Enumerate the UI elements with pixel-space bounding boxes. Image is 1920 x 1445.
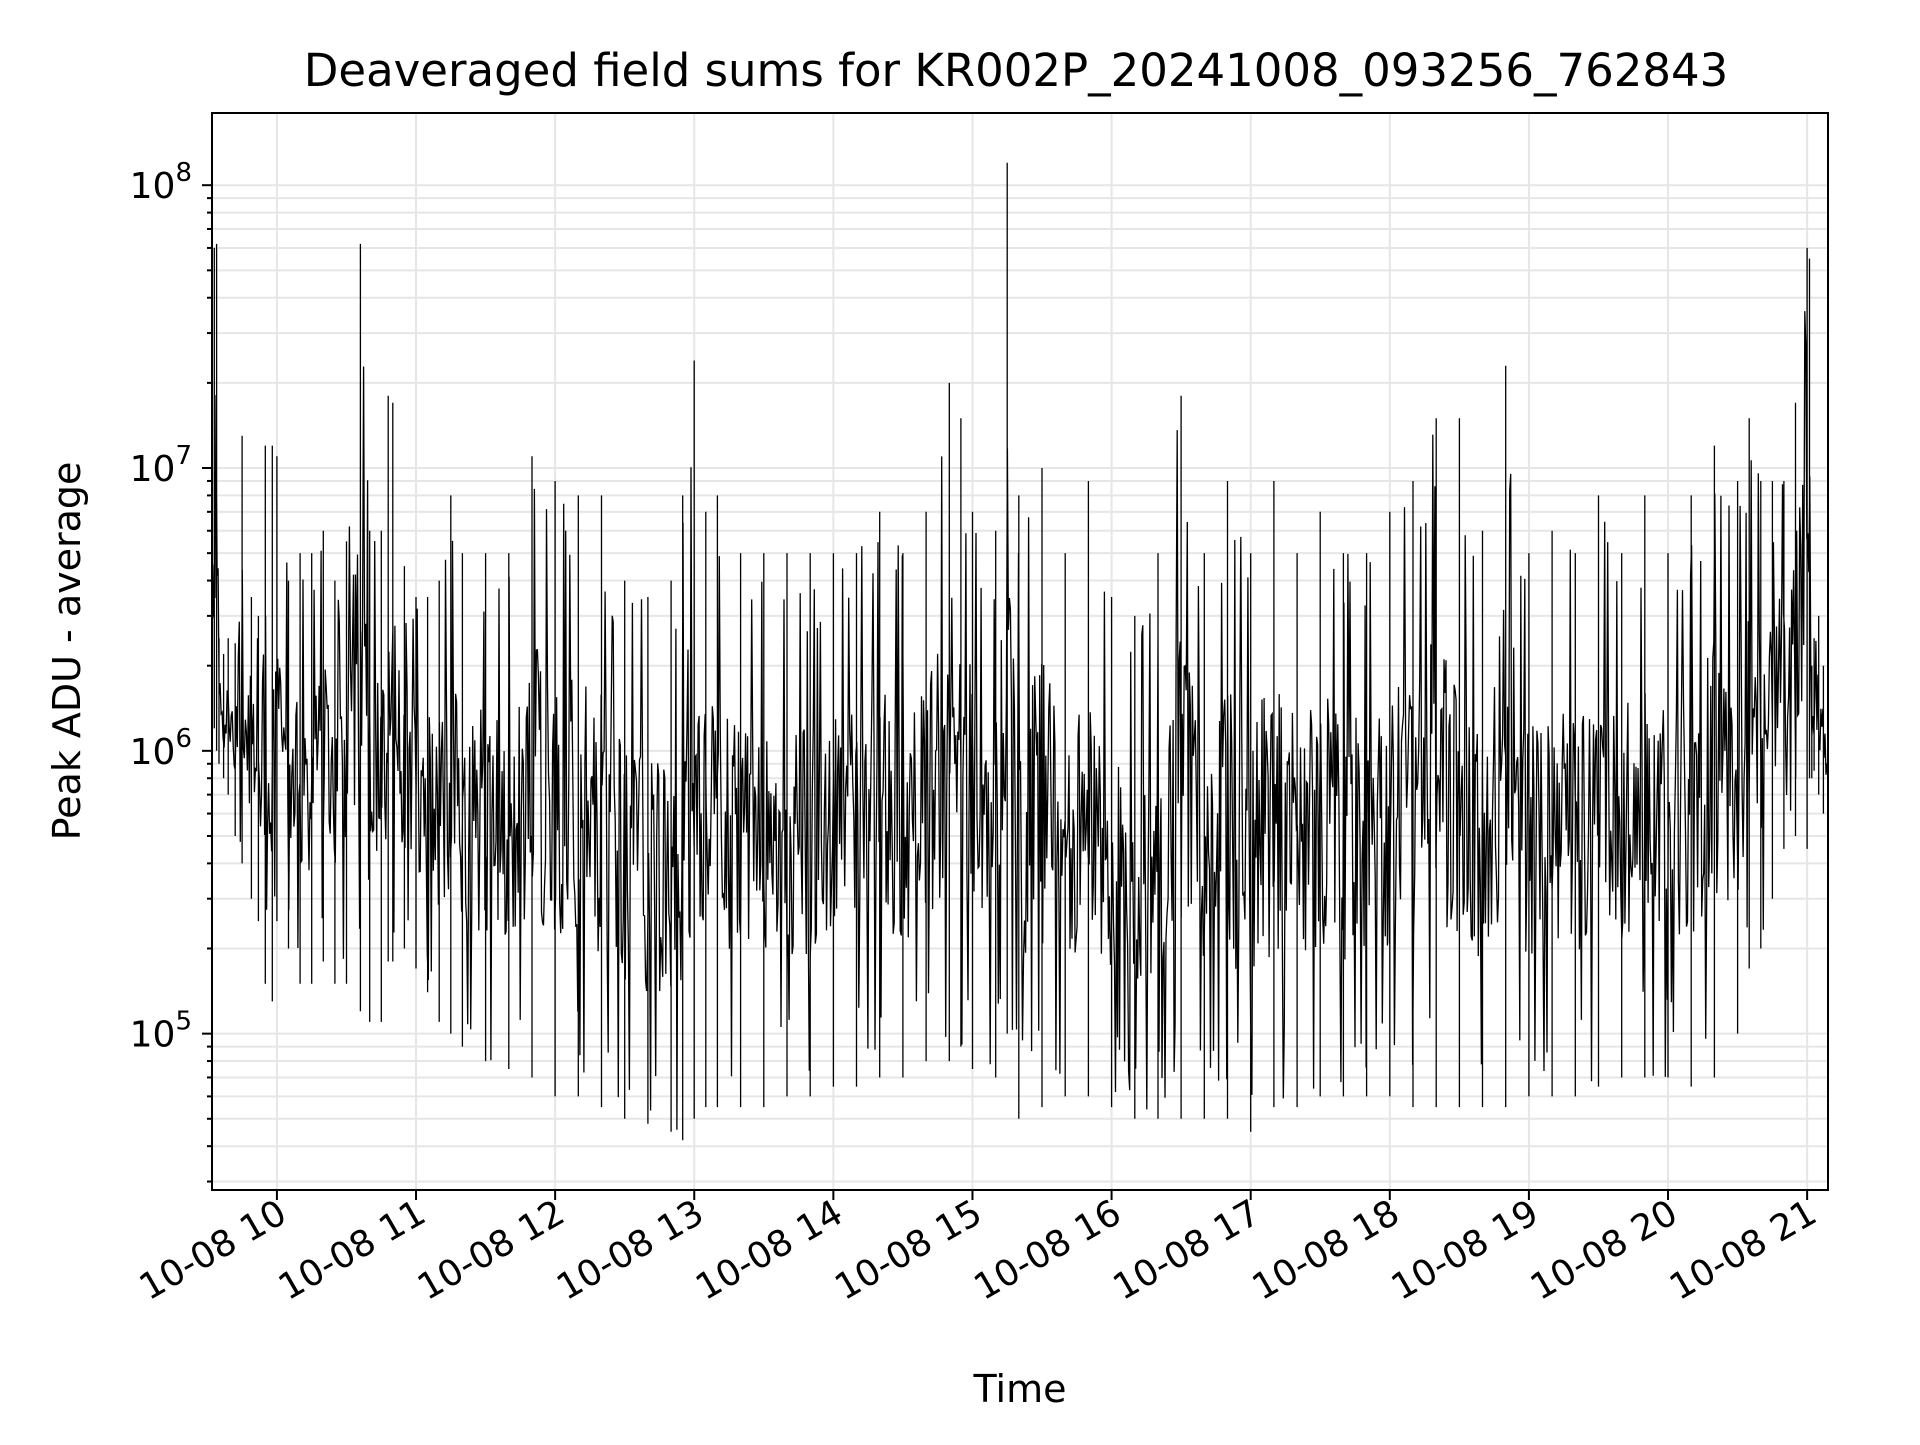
chart-title: Deaveraged field sums for KR002P_2024100… — [304, 44, 1728, 97]
y-tick-label: 107 — [130, 441, 192, 490]
y-axis-label: Peak ADU - average — [45, 462, 89, 841]
series-line-0 — [212, 162, 1828, 1141]
y-tick-label: 108 — [130, 158, 192, 207]
y-tick-label: 106 — [130, 724, 192, 773]
data-series — [212, 162, 1828, 1141]
x-axis-label: Time — [973, 1367, 1067, 1411]
plot-frame — [211, 112, 1829, 1191]
y-tick-label: 105 — [130, 1007, 192, 1056]
y-axis: 105 106 107 108 — [130, 158, 212, 1183]
